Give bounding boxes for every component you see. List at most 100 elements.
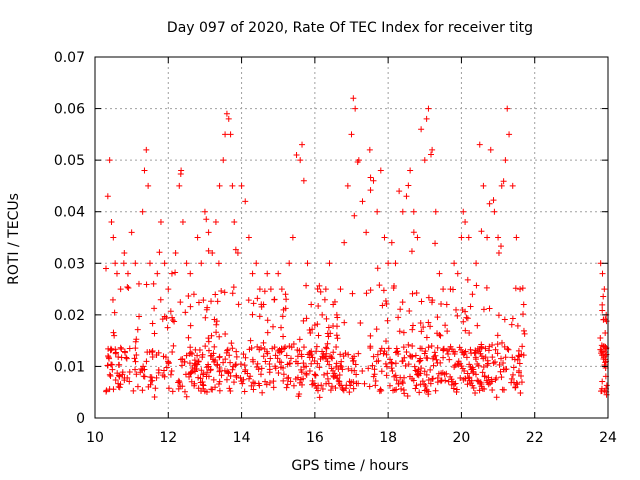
data-point — [254, 360, 261, 367]
data-point — [425, 319, 432, 326]
data-point — [205, 335, 212, 342]
x-tick-label: 18 — [379, 430, 397, 446]
data-point — [198, 388, 205, 395]
data-point — [459, 307, 466, 314]
data-point — [410, 377, 417, 384]
data-point — [460, 208, 467, 215]
data-point — [462, 219, 469, 226]
data-point — [133, 336, 140, 343]
data-point — [114, 370, 121, 377]
data-point — [280, 333, 287, 340]
data-point — [425, 344, 432, 351]
data-point — [501, 343, 508, 350]
data-point — [509, 354, 516, 361]
data-point — [168, 367, 175, 374]
data-point — [264, 329, 271, 336]
data-point — [212, 291, 219, 298]
data-point — [361, 380, 368, 387]
data-point — [350, 378, 357, 385]
data-point — [505, 346, 512, 353]
data-point — [363, 229, 370, 236]
data-point — [203, 373, 210, 380]
data-point — [233, 372, 240, 379]
data-point — [195, 374, 202, 381]
data-point — [196, 346, 203, 353]
data-point — [396, 188, 403, 195]
data-point — [399, 378, 406, 385]
data-point — [110, 234, 117, 241]
data-point — [375, 357, 382, 364]
data-point — [428, 299, 435, 306]
data-point — [520, 327, 527, 334]
data-point — [146, 260, 153, 267]
data-point — [437, 332, 444, 339]
data-point — [214, 298, 221, 305]
data-point — [417, 381, 424, 388]
data-point — [520, 352, 527, 359]
data-point — [198, 367, 205, 374]
data-point — [298, 351, 305, 358]
data-point — [395, 350, 402, 357]
data-point — [440, 286, 447, 293]
data-point — [409, 353, 416, 360]
data-point — [473, 260, 480, 267]
x-tick-label: 16 — [306, 430, 324, 446]
data-point — [179, 362, 186, 369]
data-point — [412, 385, 419, 392]
data-point — [303, 315, 310, 322]
data-point — [185, 334, 192, 341]
data-point — [286, 343, 293, 350]
data-point — [203, 216, 210, 223]
data-point — [270, 384, 277, 391]
data-point — [248, 344, 255, 351]
data-point — [299, 381, 306, 388]
data-point — [297, 157, 304, 164]
data-point — [446, 346, 453, 353]
data-point — [238, 182, 245, 189]
data-point — [287, 378, 294, 385]
data-point — [369, 362, 376, 369]
data-point — [187, 303, 194, 310]
data-point — [284, 381, 291, 388]
data-point — [154, 270, 161, 277]
data-point — [132, 345, 139, 352]
data-point — [462, 375, 469, 382]
data-point — [199, 354, 206, 361]
data-point — [465, 234, 472, 241]
data-point — [214, 362, 221, 369]
data-point — [428, 343, 435, 350]
data-point — [490, 360, 497, 367]
data-point — [515, 347, 522, 354]
data-point — [597, 334, 604, 341]
data-point — [466, 374, 473, 381]
data-point — [201, 208, 208, 215]
data-point — [489, 354, 496, 361]
data-point — [431, 349, 438, 356]
data-point — [458, 234, 465, 241]
data-point — [380, 287, 387, 294]
data-point — [379, 302, 386, 309]
data-point — [132, 338, 139, 345]
data-point — [378, 387, 385, 394]
data-point — [470, 384, 477, 391]
data-point — [149, 349, 156, 356]
data-point — [393, 377, 400, 384]
data-point — [450, 286, 457, 293]
data-point — [494, 341, 501, 348]
data-point — [172, 249, 179, 256]
data-point — [367, 332, 374, 339]
data-point — [218, 287, 225, 294]
data-point — [230, 379, 237, 386]
data-point — [352, 361, 359, 368]
data-point — [429, 375, 436, 382]
data-point — [496, 361, 503, 368]
data-point — [482, 345, 489, 352]
data-point — [450, 385, 457, 392]
data-point — [225, 115, 232, 122]
data-point — [141, 167, 148, 174]
data-point — [518, 379, 525, 386]
data-point — [213, 329, 220, 336]
data-point — [485, 347, 492, 354]
data-point — [454, 270, 461, 277]
data-point — [212, 357, 219, 364]
